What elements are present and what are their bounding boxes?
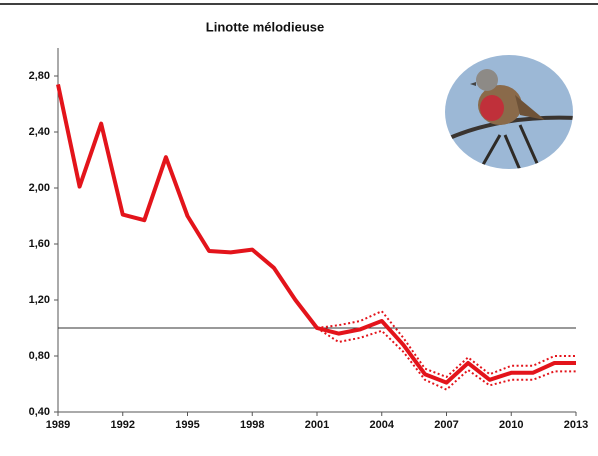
y-tick-label: 2,80 [29, 70, 50, 82]
x-tick-label: 2004 [370, 419, 395, 431]
x-tick-label: 1995 [175, 419, 199, 431]
y-tick-label: 0,40 [29, 406, 50, 418]
y-tick-label: 2,40 [29, 126, 50, 138]
x-tick-label: 1998 [240, 419, 264, 431]
y-tick-label: 1,20 [29, 294, 50, 306]
x-tick-label: 2013 [564, 419, 588, 431]
bird-photo [445, 55, 573, 169]
y-tick-label: 1,60 [29, 238, 50, 250]
confidence-line [316, 310, 576, 378]
x-tick-label: 2001 [305, 419, 329, 431]
x-tick-label: 1989 [46, 419, 70, 431]
y-tick-label: 0,80 [29, 350, 50, 362]
chart-title: Linotte mélodieuse [206, 19, 324, 34]
x-tick-label: 1992 [111, 419, 135, 431]
y-tick-label: 2,00 [29, 182, 50, 194]
x-tick-label: 2007 [434, 419, 458, 431]
x-tick-label: 2010 [499, 419, 523, 431]
